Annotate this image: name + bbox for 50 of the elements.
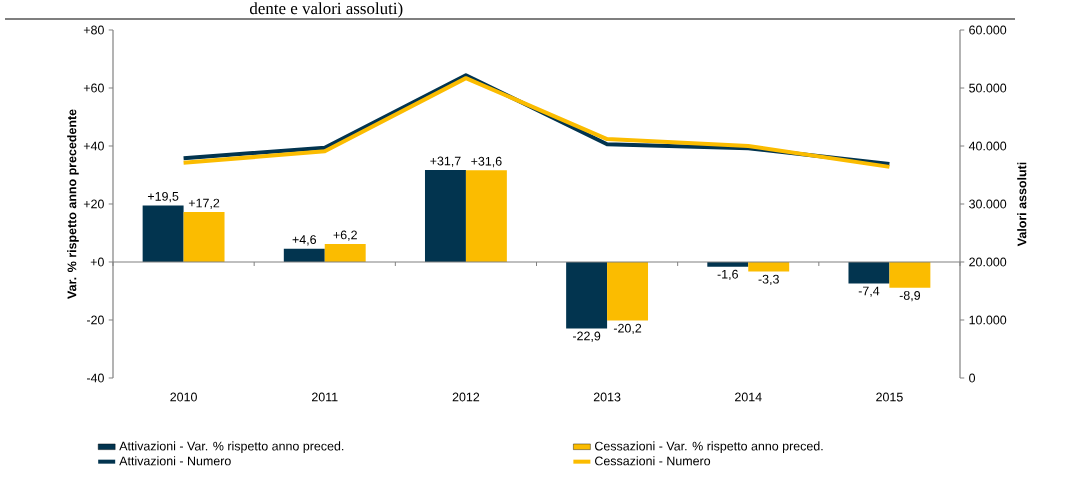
- y-axis-title: Var. % rispetto anno precedente: [67, 109, 79, 299]
- bar: [183, 212, 225, 262]
- bar: [566, 262, 608, 329]
- data-label: +6,2: [333, 230, 357, 241]
- x-tick-label: 2014: [735, 392, 762, 402]
- data-label: -8,9: [899, 291, 921, 302]
- bar: [283, 248, 325, 262]
- chart-title: dente e valori assoluti): [249, 2, 403, 18]
- data-label: -20,2: [613, 323, 642, 335]
- bar: [889, 262, 931, 288]
- data-label: +19,5: [147, 191, 179, 203]
- data-label: -3,3: [758, 274, 779, 286]
- y2-axis-title: Valori assoluti: [1017, 162, 1027, 247]
- x-tick-label: 2013: [593, 392, 621, 402]
- y-tick-label: +40: [83, 141, 104, 151]
- y2-tick-label: 0: [969, 373, 976, 383]
- bar: [848, 262, 890, 284]
- legend-label: Cessazioni - Var. % rispetto anno preced.: [595, 441, 823, 453]
- bar: [424, 170, 466, 262]
- data-label: +31,6: [471, 156, 502, 168]
- bar: [607, 262, 649, 321]
- y2-tick-label: 10.000: [969, 315, 1007, 325]
- data-label: -22,9: [572, 331, 601, 342]
- bar: [324, 244, 366, 262]
- data-label: +31,7: [430, 156, 461, 167]
- bar: [748, 262, 790, 272]
- y-tick-label: +80: [83, 25, 104, 35]
- y2-tick-label: 20.000: [969, 257, 1007, 267]
- data-label: -1,6: [717, 269, 738, 281]
- y2-tick-label: 40.000: [968, 141, 1007, 151]
- bar: [142, 205, 184, 262]
- y-tick-label: -20: [86, 315, 104, 325]
- legend-label: Attivazioni - Numero: [119, 456, 231, 466]
- legend-label: Cessazioni - Numero: [595, 456, 711, 466]
- x-tick-label: 2015: [876, 392, 903, 402]
- x-tick-label: 2012: [452, 392, 480, 402]
- data-label: -7,4: [858, 286, 880, 297]
- y-tick-label: +20: [83, 199, 104, 209]
- x-tick-label: 2010: [170, 392, 197, 402]
- x-tick-label: 2011: [311, 392, 338, 402]
- y2-tick-label: 50.000: [969, 83, 1007, 93]
- y-tick-label: -40: [86, 373, 104, 383]
- y-tick-label: +0: [90, 257, 104, 267]
- y-tick-label: +60: [83, 83, 104, 93]
- y2-tick-label: 60.000: [969, 25, 1007, 35]
- data-label: +4,6: [292, 235, 317, 246]
- bar: [465, 170, 507, 262]
- y2-tick-label: 30.000: [969, 199, 1007, 209]
- data-label: +17,2: [188, 198, 220, 209]
- legend-label: Attivazioni - Var. % rispetto anno preced.: [119, 441, 344, 453]
